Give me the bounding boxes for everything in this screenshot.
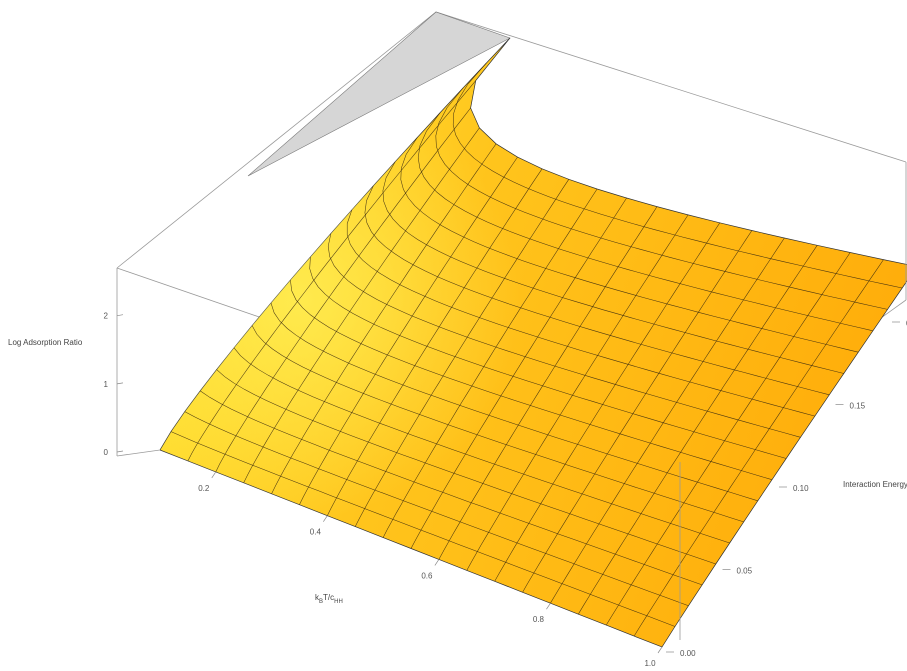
tick-mark (116, 450, 124, 453)
y-axis-ticks: 0.2 0.4 0.6 0.8 1.0 (198, 471, 663, 668)
mesh-line-v (290, 280, 773, 480)
tick-mark (546, 603, 551, 610)
mesh-line-v (452, 62, 903, 289)
tick-mark (657, 646, 663, 654)
mesh-line-v (346, 209, 815, 417)
mesh-line-v (184, 411, 689, 606)
mesh-line-v (270, 302, 758, 502)
tick-mark (434, 559, 440, 566)
tick-mark (323, 515, 328, 522)
clipped-top-face (247, 11, 511, 177)
y-tick-label: 0.6 (421, 571, 433, 580)
z-tick-label: 1 (104, 380, 109, 389)
surface (159, 37, 907, 648)
y-tick-label: 0.8 (533, 615, 545, 624)
mesh-line-v (417, 112, 873, 332)
mesh-line-v (200, 390, 703, 586)
tick-mark (116, 314, 124, 317)
x-axis-label: Interaction Energy (843, 480, 907, 489)
x-tick-label: 0.05 (737, 567, 753, 576)
plot-box-front (116, 162, 907, 640)
mesh-line-v (364, 185, 830, 396)
y-tick-label: 1.0 (644, 659, 656, 668)
mesh-line-v (309, 256, 787, 459)
y-axis-label: kBT/cHH (315, 593, 343, 605)
mesh-line-v (216, 369, 716, 565)
z-tick-label: 0 (104, 448, 109, 457)
x-tick-label: 0.00 (680, 649, 696, 658)
mesh-line-v (327, 233, 801, 438)
x-tick-label: 0.15 (850, 402, 866, 411)
x-tick-label: 0.10 (793, 484, 809, 493)
mesh-line-v (251, 325, 744, 523)
mesh-line-v (170, 431, 676, 627)
z-axis-label: Log Adsorption Ratio (8, 338, 83, 347)
mesh-line-v (435, 87, 888, 310)
z-tick-label: 2 (104, 312, 109, 321)
y-tick-label: 0.4 (310, 528, 322, 537)
tick-mark (211, 471, 217, 479)
mesh-line-v (382, 161, 844, 374)
mesh-line-v (400, 137, 859, 353)
z-axis-ticks: 0 1 2 (104, 312, 124, 457)
mesh-line-v (233, 347, 730, 544)
y-tick-label: 0.2 (198, 484, 210, 493)
tick-mark (116, 382, 124, 385)
